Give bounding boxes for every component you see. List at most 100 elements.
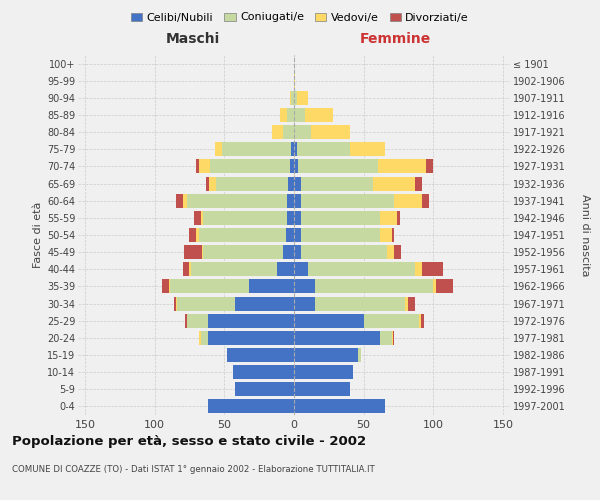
- Bar: [250, 280, 294, 293]
- Bar: [305, 108, 333, 122]
- Bar: [174, 296, 176, 310]
- Bar: [364, 314, 419, 328]
- Bar: [301, 245, 388, 259]
- Bar: [380, 228, 392, 242]
- Bar: [206, 176, 209, 190]
- Bar: [169, 280, 170, 293]
- Bar: [294, 142, 297, 156]
- Bar: [233, 365, 294, 379]
- Bar: [380, 331, 392, 345]
- Bar: [422, 194, 429, 207]
- Bar: [286, 228, 294, 242]
- Bar: [393, 331, 394, 345]
- Bar: [187, 194, 287, 207]
- Bar: [199, 160, 211, 173]
- Bar: [200, 331, 208, 345]
- Bar: [294, 74, 295, 88]
- Bar: [294, 331, 380, 345]
- Bar: [194, 211, 200, 225]
- Bar: [280, 108, 287, 122]
- Bar: [272, 125, 283, 139]
- Bar: [294, 280, 315, 293]
- Bar: [294, 296, 315, 310]
- Bar: [294, 262, 308, 276]
- Y-axis label: Fasce di età: Fasce di età: [32, 202, 43, 268]
- Bar: [191, 262, 277, 276]
- Bar: [350, 142, 385, 156]
- Bar: [289, 176, 294, 190]
- Bar: [394, 194, 422, 207]
- Bar: [215, 142, 221, 156]
- Bar: [294, 211, 301, 225]
- Bar: [294, 314, 364, 328]
- Bar: [294, 160, 298, 173]
- Bar: [377, 160, 427, 173]
- Bar: [298, 160, 377, 173]
- Bar: [294, 91, 297, 105]
- Bar: [203, 245, 283, 259]
- Bar: [422, 262, 443, 276]
- Bar: [419, 314, 421, 328]
- Bar: [358, 348, 361, 362]
- Bar: [290, 91, 291, 105]
- Bar: [185, 314, 187, 328]
- Bar: [415, 176, 422, 190]
- Bar: [287, 194, 294, 207]
- Bar: [176, 296, 177, 310]
- Bar: [301, 228, 380, 242]
- Bar: [196, 160, 199, 173]
- Bar: [297, 91, 308, 105]
- Bar: [184, 245, 202, 259]
- Bar: [283, 245, 294, 259]
- Bar: [436, 280, 453, 293]
- Bar: [208, 314, 294, 328]
- Bar: [235, 296, 294, 310]
- Bar: [294, 365, 353, 379]
- Bar: [433, 280, 436, 293]
- Bar: [287, 211, 294, 225]
- Bar: [208, 400, 294, 413]
- Bar: [287, 108, 294, 122]
- Bar: [294, 108, 305, 122]
- Bar: [196, 228, 199, 242]
- Bar: [294, 194, 301, 207]
- Bar: [315, 296, 406, 310]
- Bar: [380, 211, 397, 225]
- Bar: [190, 228, 196, 242]
- Bar: [203, 211, 287, 225]
- Bar: [176, 194, 182, 207]
- Bar: [408, 296, 415, 310]
- Bar: [277, 262, 294, 276]
- Bar: [221, 142, 291, 156]
- Bar: [211, 160, 290, 173]
- Y-axis label: Anni di nascita: Anni di nascita: [580, 194, 590, 276]
- Bar: [200, 211, 203, 225]
- Bar: [427, 160, 433, 173]
- Bar: [294, 245, 301, 259]
- Bar: [421, 314, 424, 328]
- Bar: [294, 382, 350, 396]
- Bar: [392, 228, 394, 242]
- Bar: [170, 280, 250, 293]
- Bar: [227, 348, 294, 362]
- Bar: [392, 331, 393, 345]
- Bar: [301, 211, 380, 225]
- Bar: [177, 296, 235, 310]
- Bar: [283, 125, 294, 139]
- Bar: [235, 382, 294, 396]
- Bar: [294, 348, 358, 362]
- Bar: [294, 228, 301, 242]
- Bar: [208, 331, 294, 345]
- Bar: [315, 280, 433, 293]
- Bar: [308, 262, 415, 276]
- Bar: [291, 142, 294, 156]
- Bar: [199, 331, 200, 345]
- Bar: [199, 228, 286, 242]
- Bar: [297, 142, 350, 156]
- Text: Popolazione per età, sesso e stato civile - 2002: Popolazione per età, sesso e stato civil…: [12, 435, 366, 448]
- Bar: [216, 176, 289, 190]
- Bar: [294, 176, 301, 190]
- Bar: [202, 245, 203, 259]
- Bar: [373, 176, 415, 190]
- Bar: [394, 245, 401, 259]
